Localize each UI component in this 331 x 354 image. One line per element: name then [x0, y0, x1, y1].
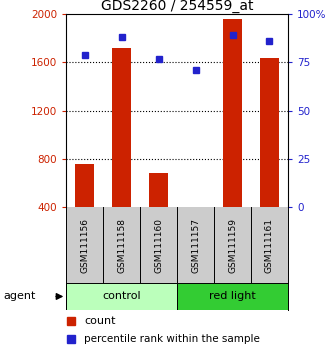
Text: percentile rank within the sample: percentile rank within the sample — [84, 334, 260, 344]
Text: GSM111158: GSM111158 — [117, 218, 126, 273]
Text: GSM111159: GSM111159 — [228, 218, 237, 273]
Bar — [113, 48, 131, 207]
Title: GDS2260 / 254559_at: GDS2260 / 254559_at — [101, 0, 253, 13]
Bar — [177, 283, 288, 310]
Bar — [75, 164, 94, 207]
Text: GSM111161: GSM111161 — [265, 218, 274, 273]
Text: GSM111157: GSM111157 — [191, 218, 200, 273]
Bar — [149, 173, 168, 207]
Text: GSM111156: GSM111156 — [80, 218, 89, 273]
Bar — [186, 207, 205, 245]
Text: control: control — [102, 291, 141, 302]
Text: GSM111160: GSM111160 — [154, 218, 163, 273]
Bar — [66, 283, 177, 310]
Text: red light: red light — [209, 291, 256, 302]
Text: count: count — [84, 316, 116, 326]
Bar — [260, 58, 279, 207]
Bar — [223, 19, 242, 207]
Text: agent: agent — [3, 291, 36, 302]
